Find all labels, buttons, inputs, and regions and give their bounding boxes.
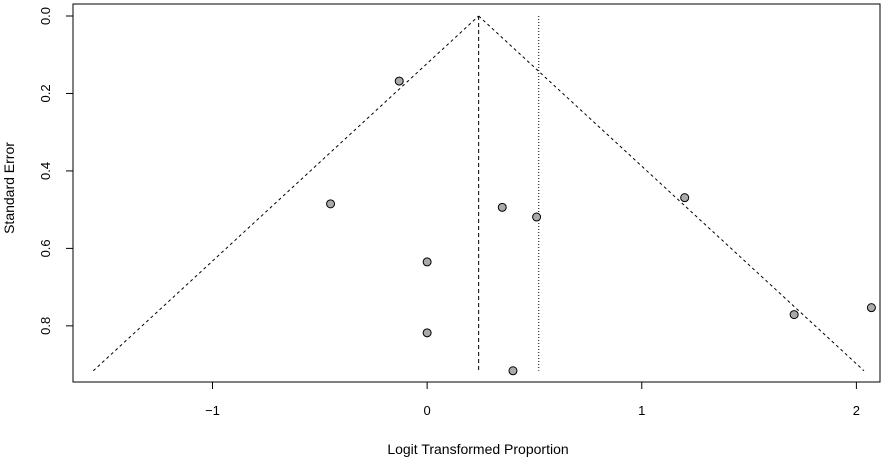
funnel-right-line (478, 15, 865, 372)
x-axis-title: Logit Transformed Proportion (387, 441, 568, 457)
plot-frame (72, 3, 881, 383)
y-tick-label: 0.0 (38, 7, 53, 25)
points-layer (326, 76, 876, 376)
y-tick-label: 0.8 (38, 317, 53, 335)
data-point (326, 199, 336, 209)
data-point (422, 328, 432, 338)
x-tick-label: 1 (638, 403, 645, 418)
data-point (532, 212, 542, 222)
data-point (508, 366, 518, 376)
x-axis: −1 0 1 2 (205, 382, 860, 418)
x-tick-label: 0 (424, 403, 431, 418)
funnel-left-line (92, 15, 479, 372)
data-point (422, 257, 432, 267)
y-tick-label: 0.4 (38, 162, 53, 180)
y-axis: 0.0 0.2 0.4 0.6 0.8 (38, 7, 73, 335)
y-axis-title: Standard Error (1, 142, 17, 234)
data-point (497, 202, 507, 212)
data-point (680, 193, 690, 203)
x-tick-label: 2 (853, 403, 860, 418)
data-point (789, 310, 799, 320)
x-tick-label: −1 (205, 403, 220, 418)
funnel-layer (92, 15, 865, 372)
data-point (394, 76, 404, 86)
y-tick-label: 0.2 (38, 84, 53, 102)
data-point (866, 303, 876, 313)
y-tick-label: 0.6 (38, 239, 53, 257)
